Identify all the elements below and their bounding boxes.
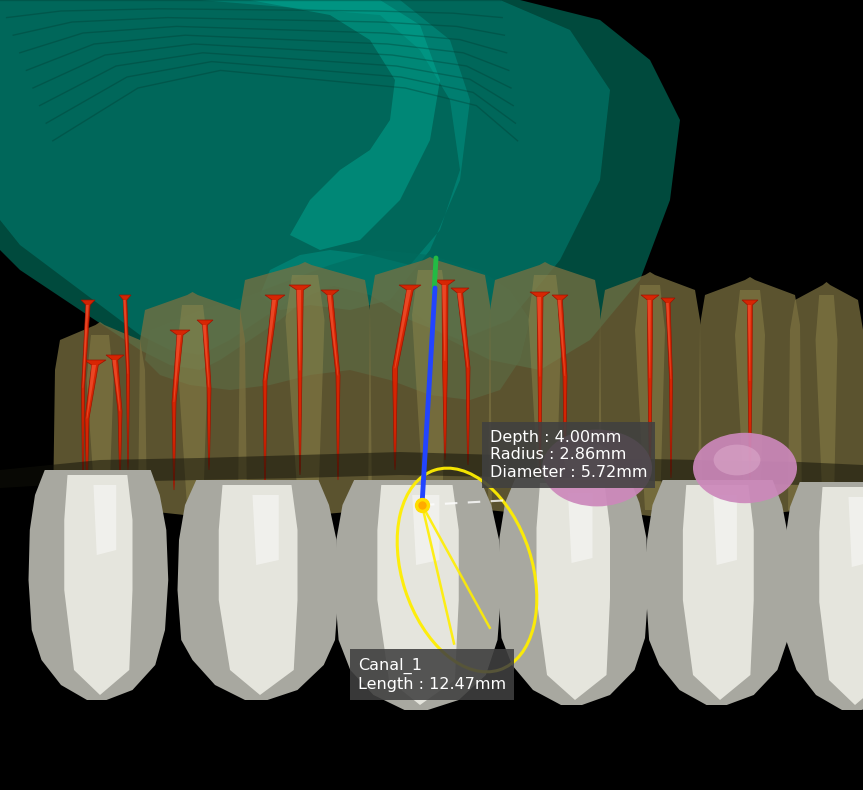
- Polygon shape: [0, 452, 863, 490]
- Polygon shape: [442, 285, 446, 361]
- Polygon shape: [530, 292, 550, 480]
- Polygon shape: [93, 485, 117, 555]
- Polygon shape: [28, 470, 168, 700]
- Polygon shape: [646, 480, 791, 705]
- Polygon shape: [647, 300, 651, 378]
- Polygon shape: [53, 322, 147, 516]
- Ellipse shape: [542, 430, 652, 506]
- Polygon shape: [552, 295, 568, 475]
- Polygon shape: [528, 275, 562, 510]
- Polygon shape: [666, 303, 671, 379]
- Polygon shape: [84, 360, 106, 490]
- Polygon shape: [321, 290, 340, 480]
- Polygon shape: [0, 0, 680, 370]
- Polygon shape: [81, 300, 95, 495]
- Polygon shape: [112, 360, 120, 412]
- Polygon shape: [457, 293, 469, 367]
- Polygon shape: [106, 355, 124, 480]
- Polygon shape: [0, 0, 610, 355]
- Polygon shape: [557, 300, 565, 376]
- Polygon shape: [86, 335, 114, 510]
- Polygon shape: [289, 285, 311, 475]
- Polygon shape: [819, 487, 863, 705]
- Polygon shape: [119, 295, 131, 470]
- Polygon shape: [784, 482, 863, 710]
- Polygon shape: [197, 320, 213, 470]
- Polygon shape: [0, 0, 30, 790]
- Polygon shape: [788, 282, 863, 516]
- Polygon shape: [412, 270, 448, 510]
- Polygon shape: [393, 285, 421, 470]
- Polygon shape: [178, 480, 339, 700]
- Polygon shape: [713, 495, 737, 565]
- Polygon shape: [170, 330, 190, 490]
- Polygon shape: [64, 475, 133, 695]
- Polygon shape: [568, 493, 593, 563]
- Ellipse shape: [564, 443, 614, 477]
- Polygon shape: [747, 305, 751, 381]
- Polygon shape: [498, 478, 648, 705]
- Polygon shape: [683, 485, 753, 700]
- Polygon shape: [335, 480, 501, 710]
- Polygon shape: [238, 262, 372, 516]
- Polygon shape: [735, 290, 765, 510]
- Polygon shape: [80, 0, 470, 310]
- Polygon shape: [451, 288, 470, 465]
- Polygon shape: [635, 285, 665, 510]
- Polygon shape: [86, 365, 96, 419]
- Text: Canal_1
Length : 12.47mm: Canal_1 Length : 12.47mm: [358, 658, 506, 691]
- Polygon shape: [816, 295, 837, 510]
- Polygon shape: [661, 298, 675, 478]
- Polygon shape: [203, 325, 209, 388]
- Polygon shape: [263, 295, 285, 485]
- Polygon shape: [173, 335, 181, 402]
- Polygon shape: [598, 272, 702, 516]
- Polygon shape: [265, 300, 276, 381]
- Polygon shape: [327, 295, 338, 375]
- Polygon shape: [394, 290, 411, 368]
- Polygon shape: [138, 292, 247, 516]
- Polygon shape: [83, 305, 89, 388]
- Polygon shape: [377, 485, 459, 705]
- Polygon shape: [123, 300, 128, 374]
- Polygon shape: [177, 305, 208, 510]
- Polygon shape: [286, 275, 324, 510]
- Polygon shape: [742, 300, 758, 480]
- Ellipse shape: [714, 445, 760, 476]
- Polygon shape: [413, 495, 439, 565]
- Polygon shape: [368, 257, 492, 516]
- Polygon shape: [145, 250, 530, 400]
- Text: Depth : 4.00mm
Radius : 2.86mm
Diameter : 5.72mm: Depth : 4.00mm Radius : 2.86mm Diameter …: [490, 430, 647, 480]
- Polygon shape: [200, 0, 440, 250]
- Polygon shape: [698, 277, 802, 516]
- Polygon shape: [537, 483, 610, 700]
- Polygon shape: [297, 290, 301, 371]
- Ellipse shape: [693, 433, 797, 503]
- Polygon shape: [641, 295, 659, 480]
- Polygon shape: [435, 280, 455, 460]
- Polygon shape: [488, 262, 602, 516]
- Polygon shape: [253, 495, 279, 565]
- Polygon shape: [848, 497, 863, 567]
- Polygon shape: [537, 297, 541, 377]
- Polygon shape: [218, 485, 298, 695]
